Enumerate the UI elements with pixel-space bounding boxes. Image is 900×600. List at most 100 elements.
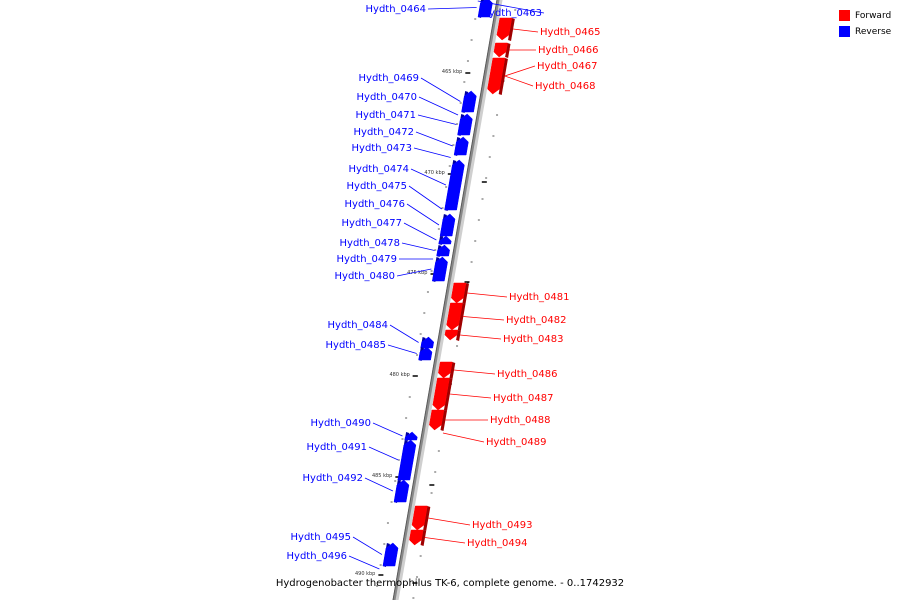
- gene-label[interactable]: Hydth_0476: [345, 199, 406, 210]
- leader-line: [389, 324, 419, 343]
- gene-arrow[interactable]: [420, 336, 434, 349]
- leader-line: [372, 422, 403, 437]
- gene-label[interactable]: Hydth_0488: [490, 415, 551, 426]
- gene-label[interactable]: Hydth_0479: [337, 254, 398, 265]
- gene-label[interactable]: Hydth_0478: [340, 238, 401, 249]
- leader-line: [387, 344, 417, 354]
- gene-label[interactable]: Hydth_0487: [493, 393, 554, 404]
- gene-label[interactable]: Hydth_0471: [356, 110, 417, 121]
- gene-label[interactable]: Hydth_0489: [486, 437, 547, 448]
- gene-arrow[interactable]: [438, 361, 456, 379]
- leader-line: [463, 316, 505, 321]
- tick-label: 485 kbp: [372, 473, 392, 479]
- leader-line: [415, 131, 453, 147]
- leader-line: [428, 517, 471, 526]
- gene-arrow[interactable]: [382, 542, 399, 567]
- leader-line: [420, 77, 461, 102]
- gene-arrow[interactable]: [444, 159, 465, 211]
- gene-arrow[interactable]: [397, 439, 417, 481]
- leader-line: [408, 185, 442, 210]
- leader-line: [413, 147, 451, 158]
- gene-arrow[interactable]: [453, 136, 469, 156]
- gene-label[interactable]: Hydth_0473: [352, 143, 413, 154]
- gene-label[interactable]: Hydth_0475: [347, 181, 408, 192]
- gene-arrow[interactable]: [404, 431, 418, 441]
- gene-label[interactable]: Hydth_0484: [328, 320, 389, 331]
- gene-arrow[interactable]: [409, 529, 427, 546]
- gene-arrow[interactable]: [451, 282, 469, 304]
- gene-label[interactable]: Hydth_0496: [287, 551, 348, 562]
- gene-label[interactable]: Hydth_0480: [335, 271, 396, 282]
- leader-line: [403, 222, 437, 241]
- leader-line: [396, 268, 432, 277]
- reverse-swatch: [839, 26, 850, 37]
- tick-label: 475 kbp: [407, 270, 427, 276]
- gene-arrow[interactable]: [461, 90, 477, 113]
- leader-line: [453, 369, 496, 375]
- gene-label[interactable]: Hydth_0466: [538, 45, 599, 56]
- gene-label[interactable]: Hydth_0493: [472, 520, 533, 531]
- gene-arrow[interactable]: [436, 244, 450, 257]
- gene-label[interactable]: Hydth_0464: [366, 4, 427, 15]
- tick-label: 465 kbp: [442, 69, 462, 75]
- leader-line: [348, 555, 380, 570]
- leader-line: [459, 334, 502, 340]
- gene-arrow[interactable]: [457, 113, 473, 136]
- gene-arrow[interactable]: [493, 42, 511, 58]
- legend-item-reverse: Reverse: [839, 24, 891, 39]
- gene-label[interactable]: Hydth_0465: [540, 27, 601, 38]
- gene-label[interactable]: Hydth_0495: [291, 532, 352, 543]
- gene-arrow[interactable]: [432, 377, 453, 411]
- gene-arrow[interactable]: [477, 0, 493, 18]
- gene-label[interactable]: Hydth_0483: [503, 334, 564, 345]
- tick-label: 470 kbp: [424, 170, 444, 176]
- gene-arrow[interactable]: [411, 505, 431, 531]
- leader-line: [504, 75, 534, 87]
- gene-arrow[interactable]: [446, 302, 466, 331]
- gene-label[interactable]: Hydth_0472: [354, 127, 415, 138]
- gene-label[interactable]: Hydth_0491: [307, 442, 368, 453]
- leader-line: [368, 446, 399, 461]
- leader-line: [504, 65, 536, 77]
- gene-arrow[interactable]: [431, 256, 448, 282]
- gene-label[interactable]: Hydth_0467: [537, 61, 598, 72]
- gene-label[interactable]: Hydth_0477: [342, 218, 403, 229]
- gene-label[interactable]: Hydth_0485: [326, 340, 387, 351]
- gene-label[interactable]: Hydth_0482: [506, 315, 567, 326]
- legend-item-forward: Forward: [839, 8, 891, 23]
- gene-arrow[interactable]: [429, 409, 447, 431]
- leader-line: [352, 536, 383, 555]
- gene-label[interactable]: Hydth_0486: [497, 369, 558, 380]
- map-caption: Hydrogenobacter thermophilus TK-6, compl…: [275, 578, 625, 589]
- gene-label[interactable]: Hydth_0481: [509, 292, 570, 303]
- legend-label-forward: Forward: [855, 10, 892, 21]
- gene-label[interactable]: Hydth_0468: [535, 81, 596, 92]
- legend: Forward Reverse: [839, 8, 891, 40]
- gene-arrow[interactable]: [393, 479, 410, 503]
- leader-line: [442, 432, 485, 443]
- genome-backbone: [392, 0, 500, 600]
- gene-label[interactable]: Hydth_0494: [467, 538, 528, 549]
- leader-line: [410, 168, 447, 186]
- gene-label[interactable]: Hydth_0492: [303, 473, 364, 484]
- leader-line: [418, 96, 459, 116]
- gene-label[interactable]: Hydth_0469: [359, 73, 420, 84]
- leader-line: [364, 477, 394, 492]
- leader-line: [467, 292, 508, 298]
- gene-arrow[interactable]: [418, 346, 433, 361]
- gene-label[interactable]: Hydth_0474: [349, 164, 410, 175]
- backbone-shadow: [393, 0, 503, 600]
- gene-arrow[interactable]: [444, 329, 461, 341]
- leader-line: [417, 114, 457, 125]
- gene-arrow[interactable]: [487, 57, 508, 95]
- gene-label[interactable]: Hydth_0463: [482, 8, 543, 19]
- leader-line: [477, 0, 545, 14]
- gene-label[interactable]: Hydth_0470: [357, 92, 418, 103]
- gene-arrow[interactable]: [496, 17, 515, 41]
- gene-arrow[interactable]: [438, 235, 452, 245]
- leader-line: [512, 28, 539, 33]
- tick-label: 480 kbp: [389, 372, 409, 378]
- gene-arrow[interactable]: [439, 213, 456, 237]
- gene-label[interactable]: Hydth_0490: [311, 418, 372, 429]
